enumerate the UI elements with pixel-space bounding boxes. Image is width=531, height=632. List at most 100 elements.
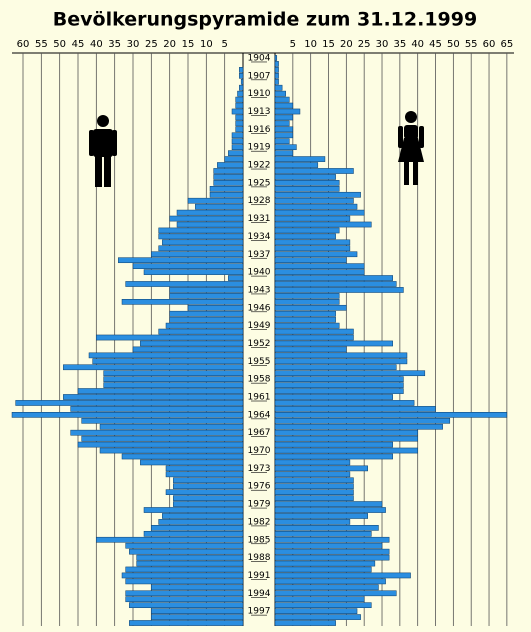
bar [125,566,244,573]
y-tick-label: 1973 [248,464,271,474]
female-icon [398,111,424,185]
bar [274,108,301,115]
y-tick-label: 1925 [248,178,271,188]
bar [158,519,244,525]
bar [143,530,244,537]
bar [125,590,244,597]
y-tick-label: 1913 [248,107,271,117]
bar [125,578,244,585]
y-tick-label: 1922 [248,161,271,171]
bar [173,501,244,507]
bar [176,209,244,216]
bar [169,215,244,222]
bar [274,227,340,234]
bar [235,102,244,109]
bar [274,519,351,525]
bar [274,614,361,620]
bar [235,114,244,121]
bar [213,174,244,180]
bars [11,55,508,626]
x-tick-label: 40 [411,39,424,50]
x-tick-label: 30 [127,39,140,50]
bar [274,221,372,228]
bar [274,275,393,281]
bar [173,483,244,490]
bar [274,459,351,466]
bar [118,257,244,264]
bar [224,156,244,162]
x-tick-label: 20 [340,39,353,50]
bar [121,299,244,305]
bar [274,489,354,495]
bar [274,304,347,311]
bar [217,162,244,168]
bar [274,394,393,400]
bar [274,61,279,67]
bar [158,328,244,335]
y-tick-label: 1961 [248,393,271,403]
bar [274,596,365,603]
x-tick-label: 5 [221,39,227,50]
bar [231,132,244,139]
bar [274,132,294,139]
bar [121,453,244,460]
bar [169,287,244,293]
bar [274,501,383,507]
y-tick-label: 1952 [248,339,271,349]
bar [274,174,336,180]
bar [121,572,244,579]
bar [158,245,244,252]
bar [274,435,418,442]
y-tick-label: 1988 [248,553,271,563]
y-tick-label: 1967 [248,428,271,438]
bar [274,477,354,484]
bar [11,412,244,418]
bar [274,495,354,501]
bar [231,108,244,115]
bar [274,263,365,269]
bar [165,489,244,495]
bar [274,340,393,347]
bar [274,162,319,168]
bar [274,233,336,240]
bar [274,328,354,335]
bar [151,608,244,614]
bar [274,114,294,121]
bar [274,507,386,513]
bar [274,78,279,85]
bar [81,435,244,442]
y-tick-label: 1994 [248,589,271,599]
bar [70,429,244,436]
bar [274,197,354,204]
bar [274,334,354,341]
bar [274,239,351,246]
y-tick-label: 1964 [248,410,271,420]
x-tick-label: 35 [108,39,121,50]
bar [274,180,340,186]
bar [274,126,294,133]
bar [96,536,244,543]
x-tick-label: 10 [200,39,213,50]
bar [274,322,340,329]
bar [274,72,279,79]
x-tick-label: 60 [483,39,496,50]
bar [96,334,244,341]
bar [99,423,244,430]
x-tick-label: 25 [358,39,371,50]
bar [132,346,244,353]
bar [15,400,244,406]
bar [151,525,244,531]
bar [239,84,244,91]
y-tick-label: 1958 [248,375,271,385]
bar [274,417,451,424]
x-tick-label: 65 [500,39,513,50]
bar [274,287,404,293]
bar [274,483,354,490]
bar [274,465,368,472]
bar [274,388,404,394]
bar [169,316,244,323]
x-tick-label: 40 [90,39,103,50]
bar [274,560,376,567]
bar [151,584,244,591]
